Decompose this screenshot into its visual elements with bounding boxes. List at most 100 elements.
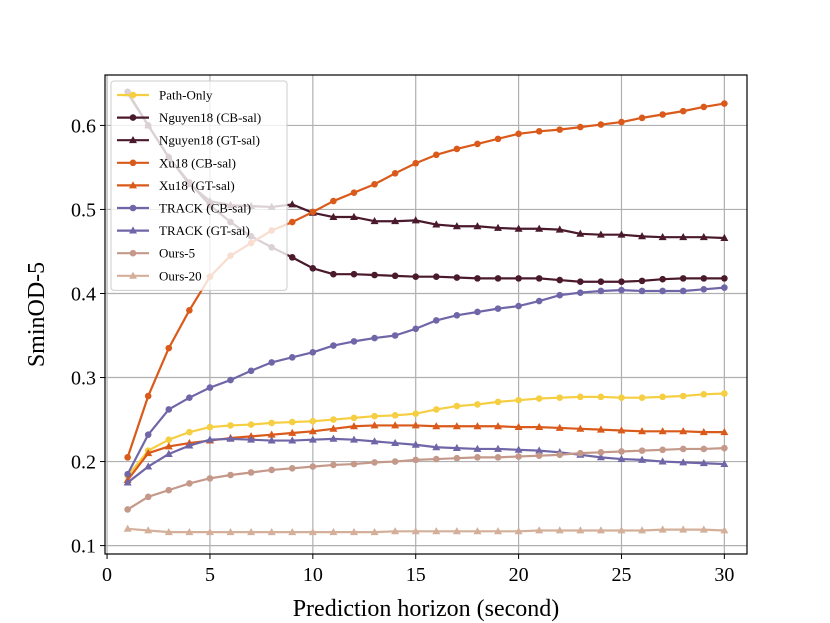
data-point <box>267 527 276 536</box>
y-tick-label: 0.6 <box>71 115 96 137</box>
data-point <box>350 414 358 422</box>
legend-marker <box>129 204 137 212</box>
data-point <box>617 230 626 238</box>
data-point <box>330 270 337 278</box>
x-tick-label: 25 <box>611 564 631 586</box>
data-point <box>308 527 317 536</box>
data-point <box>515 275 522 282</box>
data-point <box>309 349 317 356</box>
data-point <box>700 103 708 111</box>
data-point <box>535 297 543 305</box>
data-point <box>658 525 667 533</box>
data-point <box>349 527 358 536</box>
data-point <box>227 422 234 429</box>
data-point <box>555 225 564 233</box>
plot-frame <box>104 74 748 555</box>
data-point <box>699 232 708 241</box>
x-tick-label: 30 <box>714 564 734 586</box>
y-tick-label: 0.1 <box>71 536 96 558</box>
y-tick-label: 0.4 <box>71 283 96 305</box>
data-point <box>679 275 687 282</box>
x-tick-label: 15 <box>406 564 426 586</box>
data-point <box>371 271 378 279</box>
data-point <box>391 527 400 535</box>
data-point <box>659 393 666 401</box>
legend-label: TRACK (GT-sal) <box>159 223 250 238</box>
data-point <box>535 526 544 534</box>
data-point <box>288 464 296 472</box>
data-point <box>494 223 503 231</box>
data-point <box>535 395 543 402</box>
data-point <box>679 427 688 435</box>
legend-marker <box>129 249 137 257</box>
data-point <box>391 170 399 177</box>
data-point <box>700 275 708 282</box>
data-point <box>432 455 440 463</box>
data-point <box>205 435 214 443</box>
data-point <box>144 448 153 457</box>
data-point <box>577 449 584 457</box>
series-ours-20 <box>123 524 729 536</box>
legend-item: TRACK (GT-sal) <box>117 223 250 238</box>
data-point <box>720 427 729 436</box>
data-point <box>412 456 420 464</box>
data-point <box>452 222 461 230</box>
data-point <box>679 107 687 115</box>
data-point <box>370 437 379 445</box>
series-ours-5 <box>124 444 728 513</box>
data-point <box>720 233 729 241</box>
data-point <box>679 287 687 295</box>
data-point <box>576 526 585 534</box>
data-point <box>577 123 584 131</box>
data-point <box>453 402 461 410</box>
legend-marker <box>129 226 137 234</box>
data-point <box>350 460 358 468</box>
data-point <box>205 527 214 536</box>
data-point <box>309 417 317 425</box>
data-point <box>452 422 461 430</box>
data-point <box>721 390 728 397</box>
data-point <box>391 438 400 447</box>
data-point <box>453 454 461 462</box>
data-point <box>618 394 625 401</box>
data-point <box>474 140 481 148</box>
data-point <box>576 229 585 237</box>
data-point <box>638 277 646 285</box>
data-point <box>226 434 235 442</box>
data-point <box>700 445 708 453</box>
data-point <box>596 230 605 238</box>
legend-item: Xu18 (CB-sal) <box>117 155 236 170</box>
y-tick-label: 0.3 <box>71 368 96 390</box>
legend-item: Nguyen18 (CB-sal) <box>117 110 261 125</box>
data-point <box>391 412 399 419</box>
data-point <box>267 436 276 444</box>
data-point <box>577 278 584 286</box>
data-point <box>474 401 481 408</box>
data-point <box>206 384 214 391</box>
data-point <box>577 393 584 401</box>
data-point <box>721 100 728 107</box>
data-point <box>391 272 399 280</box>
data-point <box>350 270 358 278</box>
legend-label: Ours-20 <box>159 268 202 283</box>
data-point <box>659 287 666 295</box>
series-path-only <box>124 390 728 480</box>
data-point <box>700 391 708 398</box>
data-point <box>247 421 255 428</box>
data-point <box>391 421 400 429</box>
data-point <box>350 338 358 345</box>
legend-label: Xu18 (CB-sal) <box>159 155 236 170</box>
data-point <box>206 423 214 431</box>
data-point <box>144 493 152 501</box>
data-point <box>720 526 729 534</box>
data-point <box>556 291 564 299</box>
data-point <box>453 145 461 153</box>
data-point <box>411 440 420 448</box>
data-point <box>473 527 482 535</box>
plot-area <box>123 88 729 536</box>
data-point <box>597 121 605 128</box>
series-track-cb-sal <box>124 284 728 478</box>
legend-item: Ours-20 <box>117 268 202 283</box>
data-point <box>329 424 338 432</box>
